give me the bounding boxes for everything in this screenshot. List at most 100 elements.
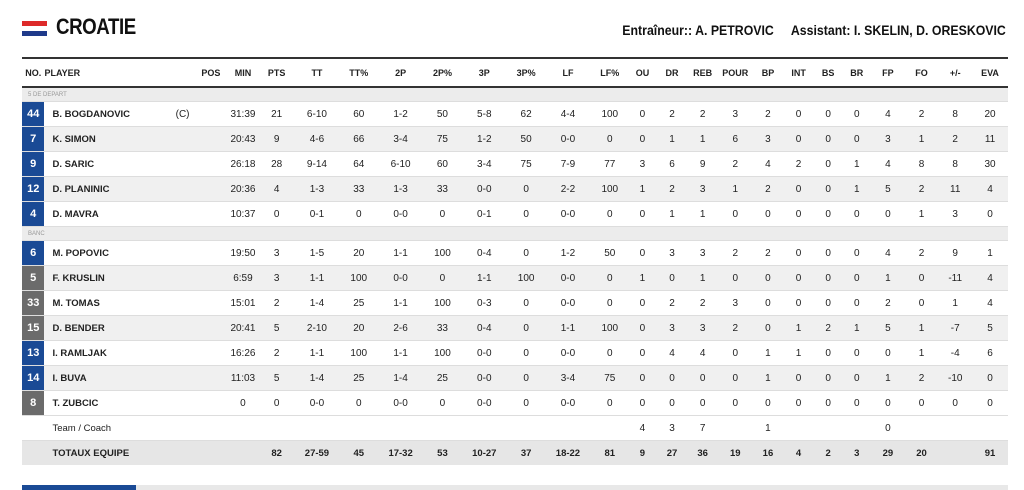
active-tab-indicator[interactable] — [22, 485, 136, 490]
total-stat-cell: 27-59 — [293, 440, 341, 465]
jersey-number-badge: 9 — [22, 151, 45, 177]
player-row[interactable]: 4 D. MAVRA 10:37 0 0-1 0 0-0 0 0-1 0 0-0 0 0 1 1 0 0 0 0 0 0… — [22, 201, 1008, 227]
column-header: DR — [656, 57, 688, 88]
stat-cell: 0 — [972, 390, 1008, 416]
stat-cell: 2 — [904, 365, 939, 391]
stat-cell: 0 — [628, 290, 657, 316]
flag-stripe-white — [22, 26, 47, 31]
stat-cell: 28 — [259, 151, 294, 177]
stat-cell: 4 — [972, 176, 1008, 202]
player-name[interactable]: D. BENDER — [44, 315, 167, 341]
stat-cell: 0 — [591, 126, 629, 152]
stat-cell: 6-10 — [293, 101, 341, 127]
stat-cell: 0 — [842, 240, 872, 266]
stat-cell: 75 — [507, 151, 545, 177]
player-name[interactable]: D. MAVRA — [44, 201, 167, 227]
player-row[interactable]: 33 M. TOMAS 15:01 2 1-4 25 1-1 100 0-3 0 0-0 0 0 2 2 3 0… — [22, 290, 1008, 316]
stat-cell: 0-3 — [460, 290, 508, 316]
stat-cell: 1 — [687, 126, 718, 152]
team-header: CROATIE Entraîneur:: A. PETROVIC Assista… — [0, 0, 1024, 56]
player-name[interactable]: F. KRUSLIN — [44, 265, 167, 291]
captain-mark — [166, 340, 196, 366]
stat-cell: 1-4 — [377, 365, 425, 391]
position-cell — [195, 265, 227, 291]
player-row[interactable]: 8 T. ZUBCIC 0 0 0-0 0 0-0 0 0-0 0 0-0 0 0 0 0 0 0 0 0 0 0 0 0 0 — [22, 390, 1008, 416]
player-row[interactable]: 9 D. SARIC 26:18 28 9-14 64 6-10 60 3-4 75 7-9 77 3 6… — [22, 151, 1008, 177]
stat-cell: 0 — [424, 390, 461, 416]
assistant-names: I. SKELIN, D. ORESKOVIC — [854, 22, 1006, 38]
player-name[interactable]: M. POPOVIC — [44, 240, 167, 266]
stat-cell: 0 — [591, 290, 629, 316]
captain-mark — [166, 126, 196, 152]
stat-cell: 5 — [259, 365, 294, 391]
player-row[interactable]: 14 I. BUVA 11:03 5 1-4 25 1-4 25 0-0 0 3-4 75 0 0 0 0 1 0… — [22, 365, 1008, 391]
stat-cell: 5 — [972, 315, 1008, 341]
stat-cell: 4 — [972, 290, 1008, 316]
player-row[interactable]: 13 I. RAMLJAK 16:26 2 1-1 100 1-1 100 0-0 0 0-0 0 0 4… — [22, 340, 1008, 366]
total-stat-cell — [226, 440, 260, 465]
player-row[interactable]: 15 D. BENDER 20:41 5 2-10 20 2-6 33 0-4 0 1-1 100 0 3… — [22, 315, 1008, 341]
stat-cell: 0-0 — [544, 340, 592, 366]
stat-cell: 8 — [938, 151, 973, 177]
stat-cell: 0 — [842, 265, 872, 291]
stat-cell: 0 — [842, 126, 872, 152]
stat-cell: 20:43 — [226, 126, 260, 152]
stat-cell: 0 — [628, 201, 657, 227]
stat-cell: 0 — [424, 265, 461, 291]
stat-cell: 0 — [842, 290, 872, 316]
player-row[interactable]: 12 D. PLANINIC 20:36 4 1-3 33 1-3 33 0-0 0 2-2 100 1… — [22, 176, 1008, 202]
player-name[interactable]: I. BUVA — [44, 365, 167, 391]
column-header: OU — [628, 57, 657, 88]
stat-cell: 0-0 — [377, 390, 425, 416]
stat-cell: 100 — [340, 265, 378, 291]
column-header: FO — [904, 57, 939, 88]
player-name[interactable]: I. RAMLJAK — [44, 340, 167, 366]
stat-cell: 0-0 — [377, 201, 425, 227]
player-row[interactable]: 44 B. BOGDANOVIC (C) 31:39 21 6-10 60 1-2 50 5-8 6… — [22, 101, 1008, 127]
stat-cell: 1-1 — [377, 290, 425, 316]
stat-cell: 0 — [783, 176, 814, 202]
flag-stripe-red — [22, 21, 47, 26]
player-name[interactable]: B. BOGDANOVIC — [44, 101, 167, 127]
stat-cell: 7-9 — [544, 151, 592, 177]
stat-cell: 0 — [813, 151, 843, 177]
player-row[interactable]: 5 F. KRUSLIN 6:59 3 1-1 100 0-0 0 1-1 100 0-0 0 1 0 1 0… — [22, 265, 1008, 291]
player-name[interactable]: M. TOMAS — [44, 290, 167, 316]
stat-cell: -7 — [938, 315, 973, 341]
stat-cell: 0 — [591, 201, 629, 227]
player-name[interactable]: D. SARIC — [44, 151, 167, 177]
total-stat-cell: 19 — [717, 440, 753, 465]
stat-cell: 0-0 — [544, 265, 592, 291]
total-stat-cell: 18-22 — [544, 440, 592, 465]
stat-cell: 9-14 — [293, 151, 341, 177]
player-name[interactable]: D. PLANINIC — [44, 176, 167, 202]
stat-cell: 4 — [972, 265, 1008, 291]
captain-mark — [166, 240, 196, 266]
column-header: NO. — [22, 57, 45, 88]
position-cell — [195, 340, 227, 366]
stat-cell: 0 — [340, 201, 378, 227]
stat-cell: 4 — [871, 151, 905, 177]
stat-cell: 0 — [871, 390, 905, 416]
position-cell — [195, 176, 227, 202]
total-stat-cell: 36 — [687, 440, 718, 465]
stat-cell: 3 — [687, 315, 718, 341]
stat-cell: 2 — [687, 101, 718, 127]
stat-cell — [259, 415, 294, 441]
stat-cell: 9 — [687, 151, 718, 177]
position-cell — [195, 201, 227, 227]
stat-cell: 33 — [424, 315, 461, 341]
player-row[interactable]: 6 M. POPOVIC 19:50 3 1-5 20 1-1 100 0-4 0 1-2 50 0 3 3… — [22, 240, 1008, 266]
player-name[interactable]: T. ZUBCIC — [44, 390, 167, 416]
stat-cell: 10:37 — [226, 201, 260, 227]
player-name[interactable]: K. SIMON — [44, 126, 167, 152]
stat-cell — [340, 415, 378, 441]
stat-cell: 0 — [628, 390, 657, 416]
stat-cell: 1 — [842, 176, 872, 202]
stat-cell: 0-4 — [460, 240, 508, 266]
captain-mark — [166, 315, 196, 341]
stat-cell: 2-6 — [377, 315, 425, 341]
player-row[interactable]: 7 K. SIMON 20:43 9 4-6 66 3-4 75 1-2 50 0-0 0 0 1 1 6 3 0… — [22, 126, 1008, 152]
jersey-number-badge: 7 — [22, 126, 45, 152]
stat-cell: 3 — [656, 415, 688, 441]
